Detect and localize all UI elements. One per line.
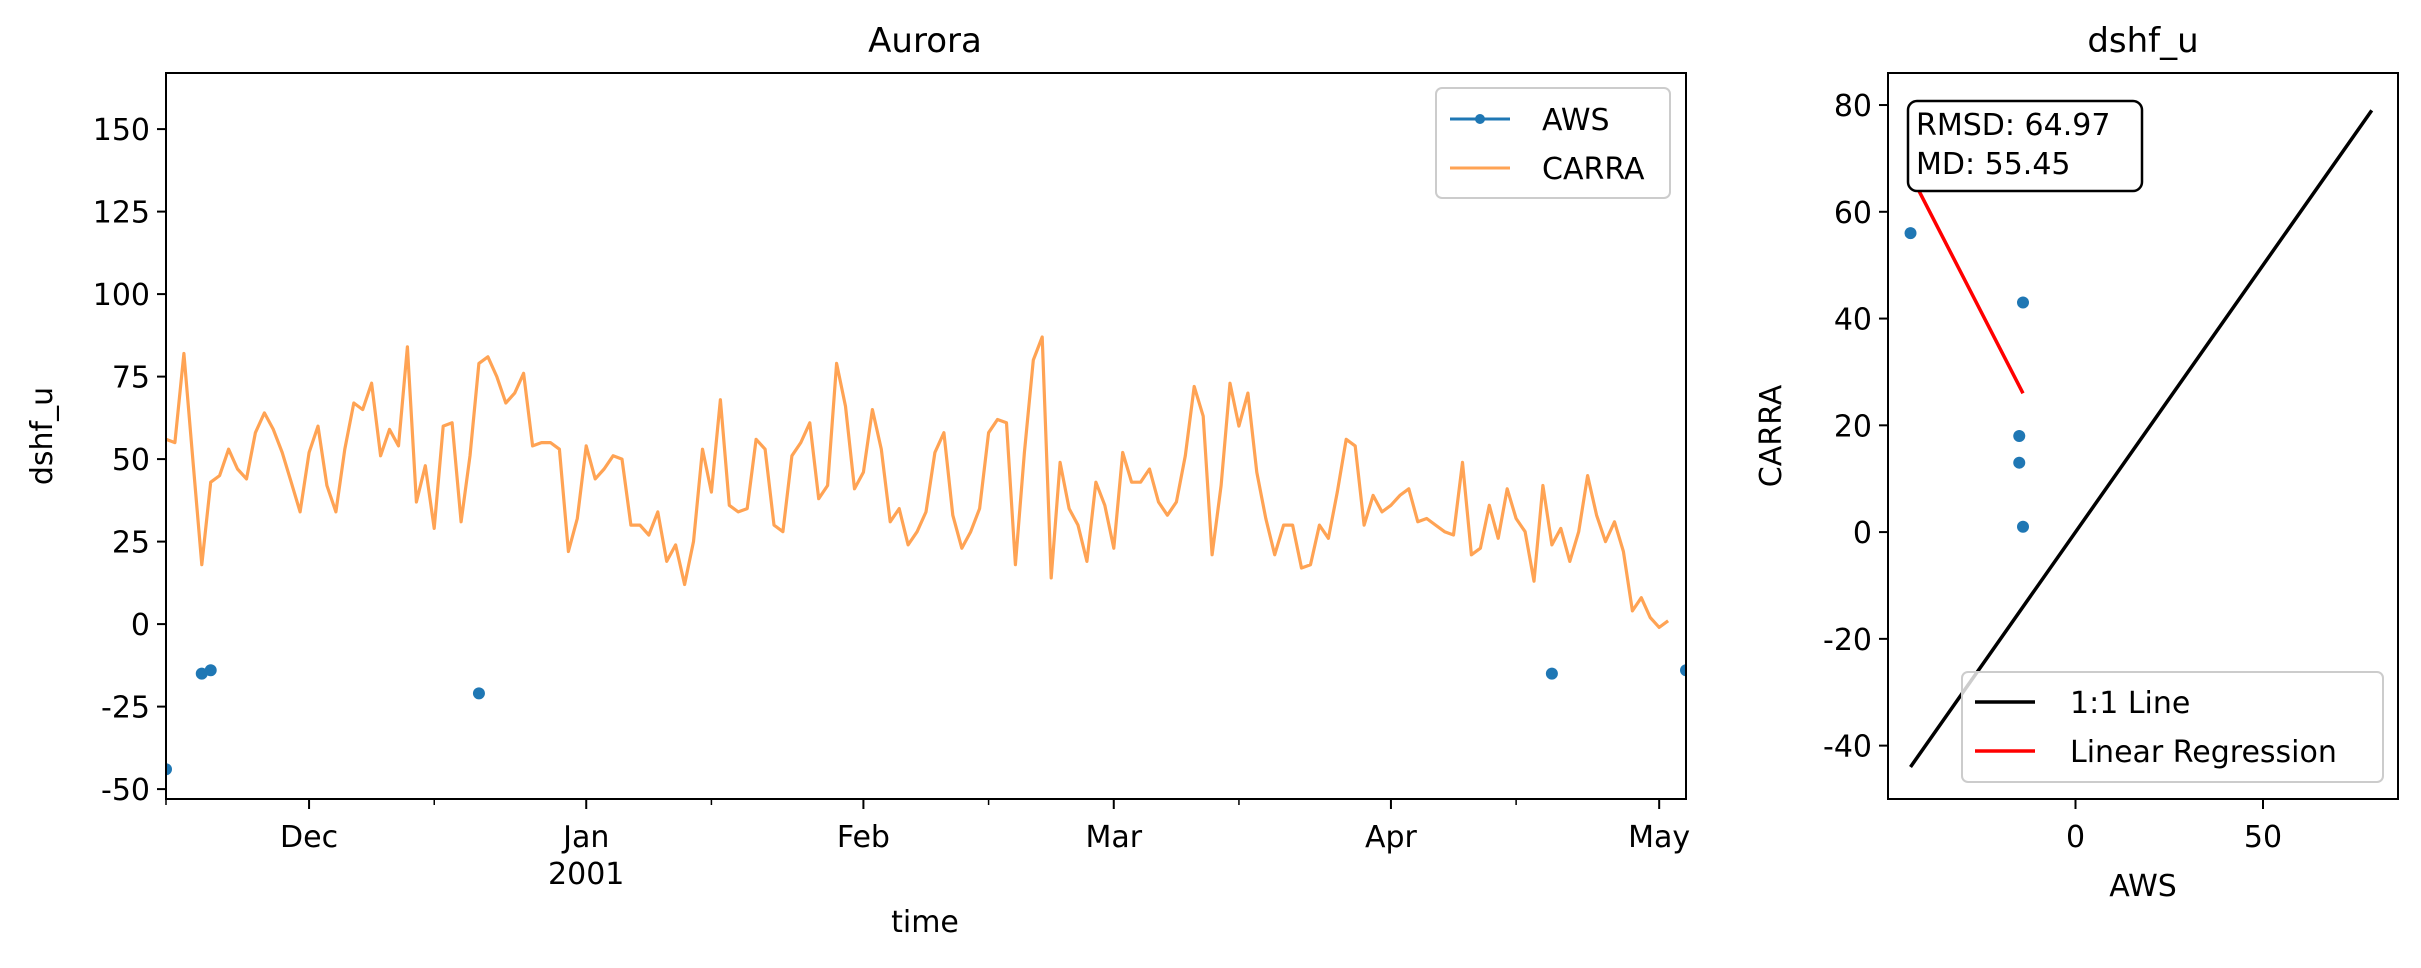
scatter-legend-box <box>1961 671 2384 783</box>
legend-one-to-one-label: 1:1 Line <box>2070 686 2190 721</box>
timeseries-ytick-label: 0 <box>131 608 150 643</box>
scatter-legend: 1:1 Line Linear Regression <box>1961 671 2384 783</box>
timeseries-xtick-label: Feb <box>837 820 890 855</box>
legend-aws-label: AWS <box>1542 103 1610 138</box>
scatter-rmsd: RMSD: 64.97 <box>1916 108 2110 143</box>
timeseries-ytick-label: 150 <box>93 113 150 148</box>
timeseries-ytick-label: -50 <box>101 773 150 808</box>
aws-point <box>1680 664 1686 677</box>
legend-regression-label: Linear Regression <box>2070 735 2337 770</box>
scatter-stats-frame <box>1906 99 2144 193</box>
scatter-point <box>2017 296 2029 309</box>
scatter-ytick-label: 60 <box>1834 196 1872 231</box>
scatter-xtick-label: 0 <box>2066 820 2085 855</box>
timeseries-ytick-label: 25 <box>112 526 150 561</box>
scatter-point <box>1904 227 1917 240</box>
timeseries-ytick-label: 75 <box>112 361 150 396</box>
scatter-ytick-label: 20 <box>1834 409 1872 444</box>
aws-point <box>166 763 172 776</box>
timeseries-ytick-label: 125 <box>93 196 150 231</box>
scatter-ylabel: CARRA <box>1754 384 1789 487</box>
scatter-ytick-label: -20 <box>1823 623 1872 658</box>
scatter-stats-box: RMSD: 64.97 MD: 55.45 <box>1906 99 2144 193</box>
carra-series-line <box>166 335 1670 630</box>
scatter-ytick-label: 40 <box>1834 303 1872 338</box>
scatter-point <box>2013 430 2026 442</box>
timeseries-xtick-label: Mar <box>1085 820 1142 855</box>
timeseries-axes-frame <box>165 72 1687 800</box>
timeseries-xtick-label: Jan <box>561 820 609 855</box>
timeseries-xtick-label: May <box>1628 820 1690 855</box>
timeseries-ytick-label: 50 <box>112 443 150 478</box>
scatter-ticks: -40 -20 0 20 40 60 80 0 50 <box>1823 89 2282 855</box>
scatter-ytick-label: 0 <box>1853 516 1872 551</box>
scatter-point <box>2013 456 2026 469</box>
scatter-xlabel: AWS <box>2109 869 2177 904</box>
timeseries-title: Aurora <box>868 21 982 61</box>
one-to-one-line <box>1909 109 2374 768</box>
scatter-xtick-label: 50 <box>2244 820 2282 855</box>
timeseries-ylabel: dshf_u <box>25 387 60 485</box>
scatter-plot-area <box>1904 109 2374 768</box>
timeseries-legend-box <box>1435 87 1671 199</box>
scatter-title: dshf_u <box>2087 21 2198 61</box>
legend-carra-label: CARRA <box>1542 152 1645 187</box>
scatter-panel: dshf_u -40 -20 0 20 40 60 80 0 50 AWS CARRA RMSD… <box>1754 21 2399 904</box>
regression-line <box>1908 173 2025 395</box>
scatter-md: MD: 55.45 <box>1916 147 2071 182</box>
timeseries-xtick-label: Dec <box>280 820 338 855</box>
timeseries-plot-area <box>166 335 1686 776</box>
aws-point <box>204 664 217 677</box>
aws-point <box>1545 667 1558 680</box>
scatter-ytick-label: 80 <box>1834 89 1872 124</box>
timeseries-xtick-label: Apr <box>1365 820 1418 855</box>
scatter-axes-frame <box>1887 72 2399 800</box>
timeseries-ytick-label: -25 <box>101 691 150 726</box>
scatter-ytick-label: -40 <box>1823 730 1872 765</box>
timeseries-ytick-label: 100 <box>93 278 150 313</box>
aws-point <box>472 687 485 700</box>
timeseries-xtick-year-label: 2001 <box>548 857 624 892</box>
timeseries-xlabel: time <box>891 905 959 940</box>
scatter-point <box>2017 520 2029 533</box>
timeseries-legend: AWS CARRA <box>1435 87 1671 199</box>
legend-aws-marker <box>1475 114 1485 124</box>
